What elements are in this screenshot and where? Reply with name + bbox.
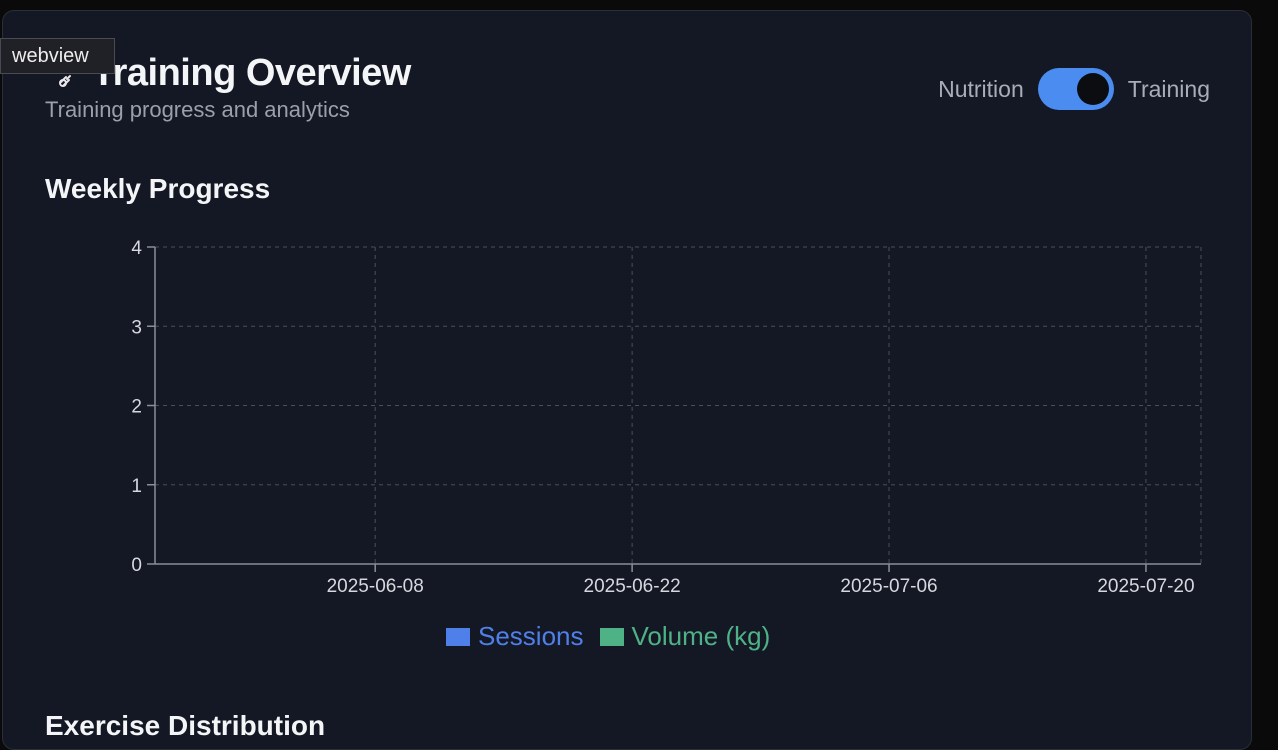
dumbbell-icon-svg [59, 75, 71, 87]
toggle-label-nutrition[interactable]: Nutrition [938, 75, 1024, 102]
legend-label-sessions: Sessions [478, 621, 584, 651]
legend-swatch-sessions [446, 627, 470, 646]
legend-item-volume[interactable]: Volume (kg) [599, 621, 771, 652]
view-toggle: Nutrition Training [938, 68, 1210, 110]
y-tick-label: 4 [131, 238, 142, 259]
x-tick-label: 2025-07-20 [1097, 576, 1194, 597]
dumbbell-icon [56, 66, 80, 90]
legend-swatch-volume [599, 627, 624, 646]
switch-knob[interactable] [1076, 73, 1109, 105]
nutrition-training-switch[interactable] [1037, 68, 1114, 110]
training-overview-card [2, 10, 1252, 750]
x-tick-label: 2025-06-08 [327, 576, 424, 597]
y-tick-label: 3 [131, 317, 142, 338]
page-title: Training Overview [92, 52, 411, 94]
chart-legend: Sessions Volume (kg) [446, 621, 770, 652]
y-tick-label: 1 [131, 476, 142, 497]
legend-label-volume: Volume (kg) [631, 621, 771, 651]
y-tick-label: 2 [131, 397, 142, 418]
legend-item-sessions[interactable]: Sessions [446, 621, 584, 652]
webview-label: webview [0, 38, 115, 74]
x-tick-label: 2025-06-22 [584, 576, 681, 597]
toggle-label-training[interactable]: Training [1127, 75, 1210, 102]
section-title-exercise-distribution: Exercise Distribution [45, 710, 326, 741]
section-title-weekly-progress: Weekly Progress [45, 173, 271, 204]
y-tick-label: 0 [131, 555, 142, 576]
x-tick-label: 2025-07-06 [840, 576, 937, 597]
page-subtitle: Training progress and analytics [45, 97, 350, 122]
